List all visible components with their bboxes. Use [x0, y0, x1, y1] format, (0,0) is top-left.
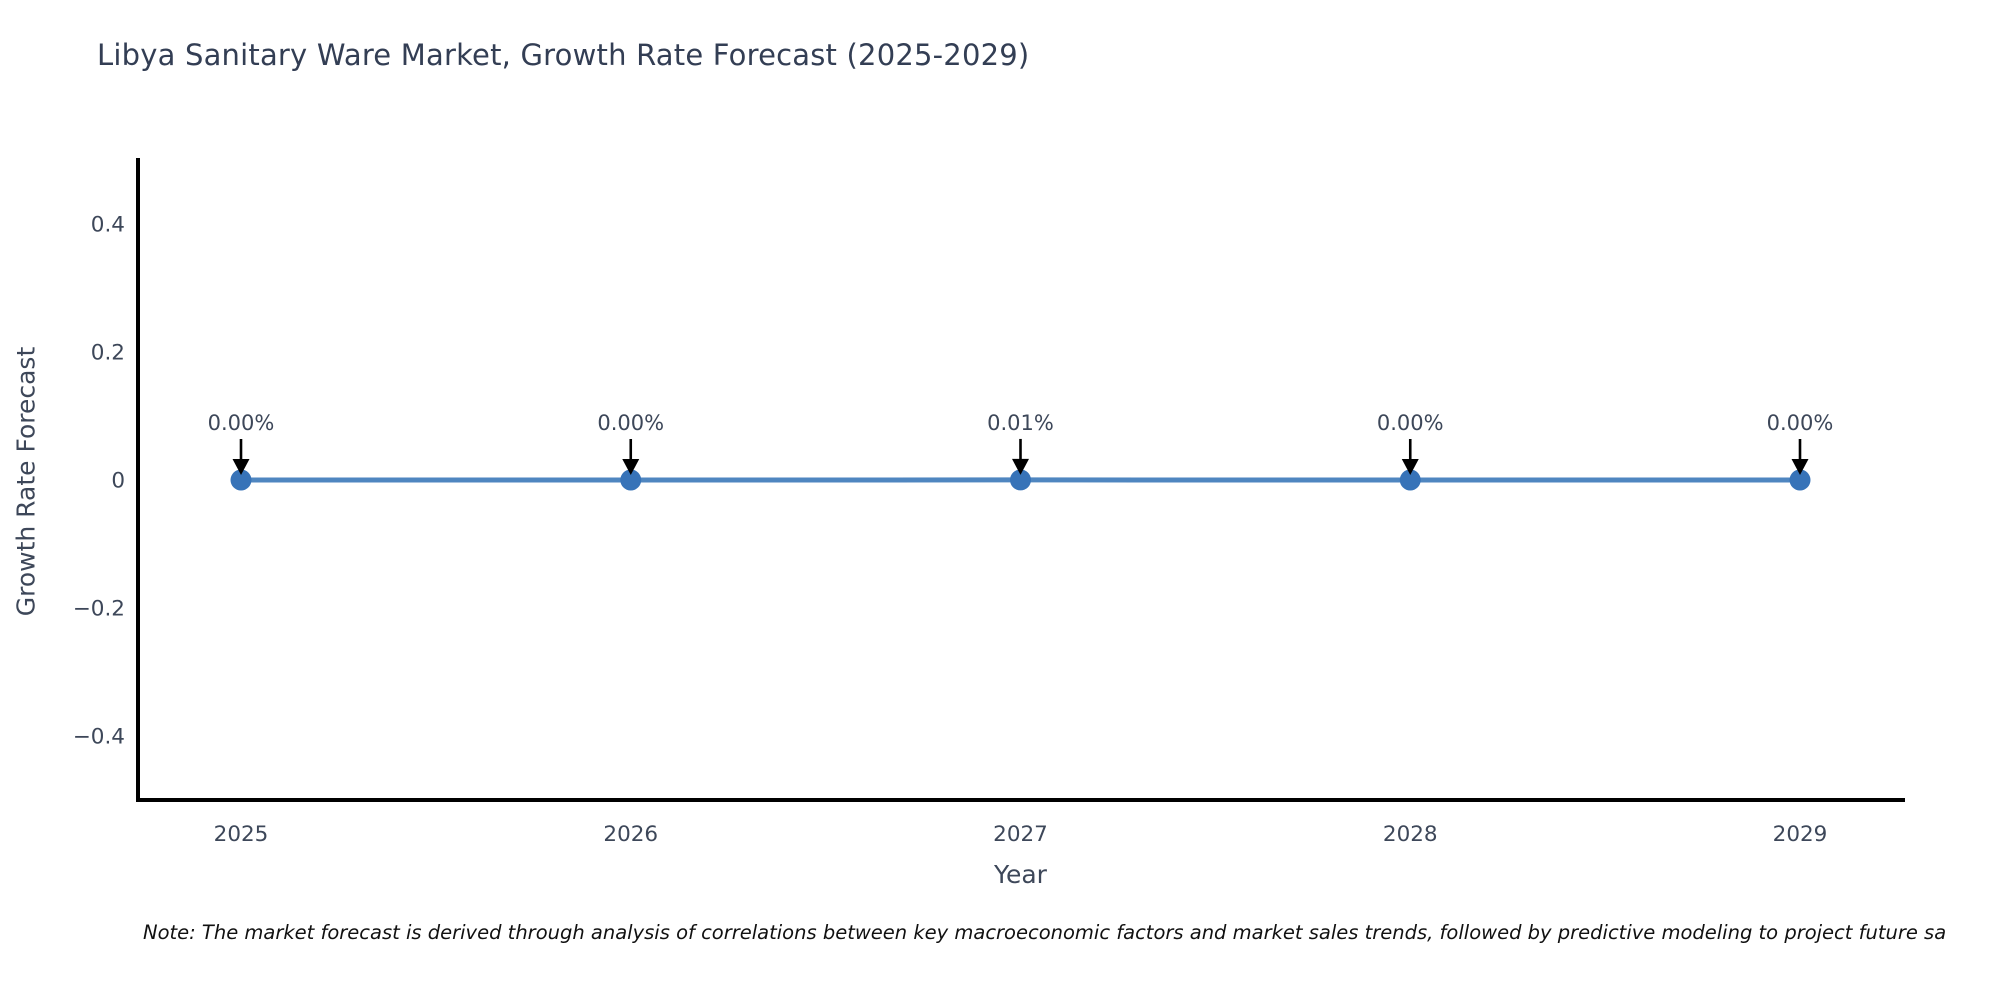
x-tick-label: 2027 — [993, 822, 1048, 847]
annotation-arrowhead-icon — [1012, 458, 1029, 475]
y-tick-label: −0.2 — [73, 597, 125, 622]
point-value-label: 0.00% — [208, 411, 275, 435]
annotation-arrowhead-icon — [622, 459, 640, 475]
y-axis-ticks: −0.4 −0.2 0 0.2 0.4 — [73, 213, 125, 750]
x-tick-label: 2025 — [214, 822, 269, 847]
data-markers — [230, 469, 1811, 491]
x-tick-label: 2028 — [1383, 822, 1438, 847]
y-tick-label: −0.4 — [73, 725, 125, 750]
x-axis-ticks: 2025 2026 2027 2028 2029 — [214, 822, 1828, 847]
annotation-arrowhead-icon — [1401, 459, 1419, 475]
point-value-label: 0.00% — [1377, 411, 1444, 435]
data-point-marker — [1399, 469, 1421, 491]
chart-title: Libya Sanitary Ware Market, Growth Rate … — [97, 38, 1030, 72]
annotation-arrowhead-icon — [232, 459, 250, 475]
x-tick-label: 2029 — [1773, 822, 1828, 847]
y-tick-label: 0 — [111, 469, 125, 494]
y-tick-label: 0.4 — [91, 213, 125, 238]
data-point-marker — [620, 469, 642, 491]
x-axis-title: Year — [994, 860, 1047, 889]
point-value-label: 0.01% — [987, 411, 1054, 435]
y-tick-label: 0.2 — [91, 341, 125, 366]
point-value-label: 0.00% — [597, 411, 664, 435]
point-annotations: 0.00% 0.00% 0.01% 0.00% 0.00% — [208, 411, 1834, 475]
axis-spines — [136, 158, 1905, 802]
footnote: Note: The market forecast is derived thr… — [143, 921, 1947, 944]
x-tick-label: 2026 — [603, 822, 658, 847]
data-point-marker — [1789, 469, 1811, 491]
point-value-label: 0.00% — [1767, 411, 1834, 435]
y-axis-title: Growth Rate Forecast — [11, 346, 41, 617]
annotation-arrowhead-icon — [1791, 459, 1809, 475]
data-point-marker — [230, 469, 252, 491]
data-point-marker — [1010, 469, 1031, 491]
